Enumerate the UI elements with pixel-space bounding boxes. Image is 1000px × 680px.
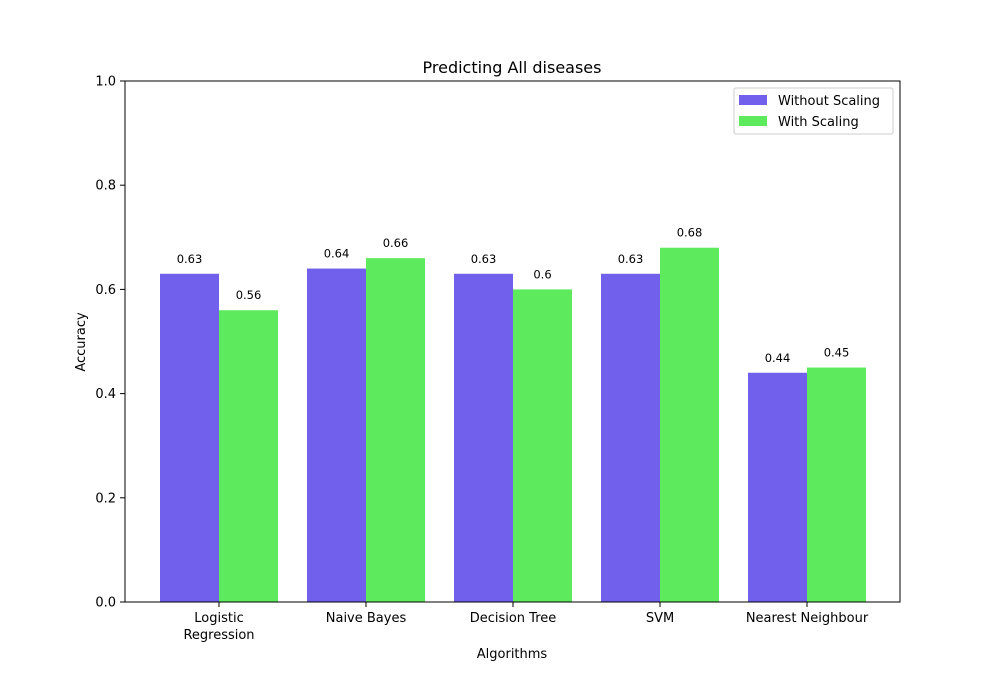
bar-value-label: 0.63 [618,252,644,266]
bar-without-scaling-2 [454,273,513,602]
bar-value-label: 0.44 [765,351,791,365]
bar-value-label: 0.64 [324,247,350,261]
y-tick-label: 0.2 [95,491,116,506]
y-tick-label: 1.0 [95,75,116,90]
x-tick-label: Regression [183,628,254,643]
bar-without-scaling-4 [748,372,807,602]
bar-value-label: 0.6 [533,267,551,281]
legend-swatch [739,116,767,126]
bar-without-scaling-3 [601,273,660,602]
bar-value-label: 0.68 [677,226,703,240]
y-tick-label: 0.6 [95,283,116,298]
x-tick-label: Logistic [194,611,243,626]
bar-with-scaling-3 [660,247,719,602]
bar-value-label: 0.56 [236,288,262,302]
plot-area: 0.63 0.64 0.63 0.63 0.44 0.56 0.66 0.6 0.68 0.45 0… [95,75,901,643]
bar-value-label: 0.63 [177,252,203,266]
x-tick-label: Nearest Neighbour [746,611,869,626]
y-tick-label: 0.0 [95,596,116,611]
bar-value-label: 0.66 [383,236,409,250]
x-tick-label: Decision Tree [470,611,557,626]
y-tick-label: 0.8 [95,179,116,194]
legend-label: Without Scaling [778,94,880,109]
bar-without-scaling-0 [160,273,219,602]
legend-box [733,87,894,135]
bar-with-scaling-0 [219,310,278,602]
x-axis-title: Algorithms [477,647,548,662]
bar-with-scaling-2 [513,289,572,602]
bar-value-label: 0.45 [824,346,850,360]
bar-value-label: 0.63 [471,252,497,266]
bar-with-scaling-1 [366,258,425,602]
legend-label: With Scaling [778,115,859,130]
y-tick-label: 0.4 [95,387,116,402]
x-tick-label: SVM [646,611,674,626]
x-tick-label: Naive Bayes [326,611,407,626]
bar-with-scaling-4 [807,367,866,602]
legend-swatch [739,95,767,105]
y-axis-title: Accuracy [74,312,89,372]
bar-without-scaling-1 [307,268,366,602]
chart-title: Predicting All diseases [423,58,602,77]
